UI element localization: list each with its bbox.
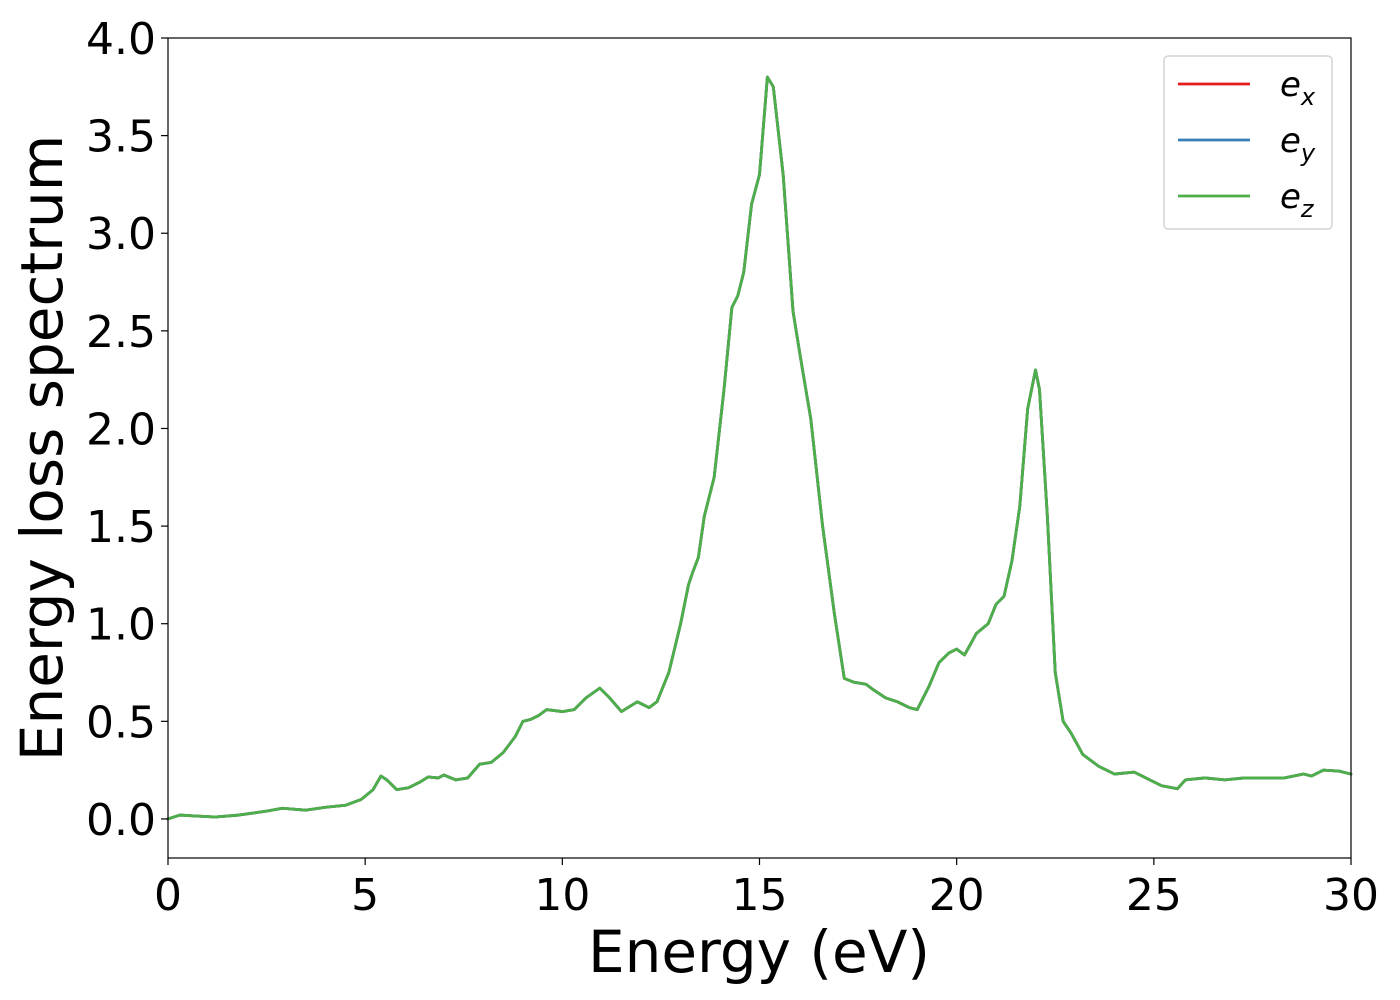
x-axis: 0 5 10 15 20 25 30 — [154, 858, 1379, 921]
legend: ex ey ez — [1163, 55, 1333, 230]
y-tick-label: 0.5 — [86, 697, 156, 748]
x-tick-label: 10 — [534, 870, 590, 921]
y-axis-title: Energy loss spectrum — [8, 135, 76, 761]
y-tick-label: 3.5 — [86, 112, 156, 163]
y-tick-label: 2.5 — [86, 307, 156, 358]
y-tick-label: 3.0 — [86, 209, 156, 260]
legend-frame — [1163, 55, 1333, 230]
y-tick-label: 2.0 — [86, 404, 156, 455]
x-tick-label: 0 — [154, 870, 182, 921]
x-tick-label: 20 — [929, 870, 985, 921]
x-tick-label: 30 — [1323, 870, 1379, 921]
series-layer — [166, 75, 1353, 821]
series-line-ez — [166, 75, 1353, 821]
legend-label-ex: ex — [1280, 65, 1316, 111]
x-axis-title: Energy (eV) — [588, 918, 930, 986]
legend-label-ez: ez — [1280, 177, 1315, 223]
x-tick-label: 15 — [732, 870, 788, 921]
y-axis: 0.0 0.5 1.0 1.5 2.0 2.5 3.0 3.5 4.0 — [86, 14, 168, 846]
y-tick-label: 1.0 — [86, 600, 156, 651]
legend-label-ey: ey — [1280, 121, 1316, 167]
x-tick-label: 25 — [1126, 870, 1182, 921]
y-tick-label: 4.0 — [86, 14, 156, 65]
y-tick-label: 0.0 — [86, 795, 156, 846]
x-tick-label: 5 — [351, 870, 379, 921]
y-tick-label: 1.5 — [86, 502, 156, 553]
